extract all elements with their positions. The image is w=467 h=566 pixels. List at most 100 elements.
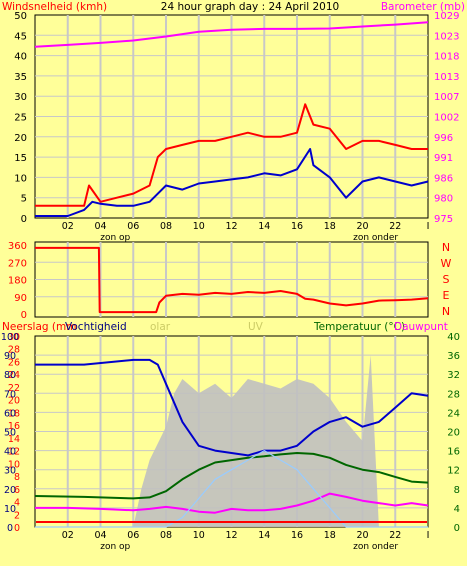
y-tick-label: 270 (8, 258, 27, 269)
compass-label: N (442, 241, 450, 254)
x-tick-label: 04 (94, 530, 106, 541)
x-tick-label: 18 (324, 221, 336, 232)
x-annotation: zon op (100, 542, 130, 552)
y-tick-label: 30 (14, 92, 27, 103)
x-tick-label: I (427, 221, 430, 232)
y-tick-label: 30 (8, 332, 20, 343)
series-header-label: Dauwpunt (394, 321, 448, 333)
x-tick-label: 10 (193, 221, 205, 232)
y-tick-label: 20 (4, 485, 16, 496)
y-tick-label: 0 (454, 523, 460, 534)
wind-y-ticks: 0 5 10 15 20 25 30 35 40 45 50 (14, 11, 27, 225)
x-tick-label: 04 (94, 221, 106, 232)
x-tick-label: 02 (62, 221, 74, 232)
y-tick-label: 26 (8, 357, 20, 368)
y-tick-label: 90 (14, 293, 27, 304)
y-tick-label: 22 (8, 383, 20, 394)
y-tick-label: 10 (4, 504, 16, 515)
y-tick-label: 0 (21, 310, 27, 321)
y-tick-label: 980 (434, 194, 453, 205)
series-line (35, 246, 429, 314)
y-tick-label: 0 (7, 523, 13, 534)
compass-label: E (443, 289, 450, 302)
y-tick-label: 2 (14, 510, 20, 521)
series-header-label: Vochtigheid (65, 321, 127, 333)
y-tick-label: 25 (14, 113, 27, 124)
y-tick-label: 40 (447, 332, 460, 343)
series-line (35, 148, 429, 217)
y-tick-label: 12 (8, 447, 20, 458)
compass-label: N (442, 305, 450, 318)
y-tick-label: 15 (14, 153, 27, 164)
y-tick-label: 996 (434, 133, 453, 144)
x-tick-label: 10 (193, 530, 205, 541)
y-tick-label: 28 (447, 389, 460, 400)
series-line (35, 103, 428, 207)
y-tick-label: 24 (8, 370, 20, 381)
chart-title: 24 hour graph day : 24 April 2010 (161, 1, 339, 13)
y-tick-label: 40 (14, 52, 27, 63)
x-tick-label: 18 (324, 530, 336, 541)
y-tick-label: 4 (14, 498, 20, 509)
series-header-label: Neerslag (mm (2, 321, 76, 333)
y-tick-label: 14 (8, 434, 20, 445)
compass-label: W (441, 257, 452, 270)
y-tick-label: 180 (8, 276, 27, 287)
x-tick-label: 08 (160, 221, 172, 232)
y-tick-label: 32 (447, 370, 460, 381)
y-tick-label: 360 (8, 241, 27, 252)
y-tick-label: 24 (447, 408, 460, 419)
y-tick-label: 986 (434, 173, 453, 184)
y-tick-label: 12 (447, 466, 460, 477)
y-tick-label: 8 (14, 472, 20, 483)
series-line (35, 492, 429, 514)
y-tick-label: 1007 (434, 92, 459, 103)
y-tick-label: 8 (454, 485, 460, 496)
direction-y-ticks: 0 90 180 270 360 (8, 241, 27, 321)
y-tick-label: 80 (4, 370, 16, 381)
y-tick-label: 0 (14, 523, 20, 534)
x-annotation: zon onder (353, 542, 398, 552)
series-line (34, 452, 429, 500)
y-tick-label: 20 (447, 428, 460, 439)
y-tick-label: 50 (4, 428, 16, 439)
x-tick-label: 06 (127, 221, 139, 232)
x-tick-label: 22 (389, 530, 401, 541)
x-annotation: zon onder (353, 233, 398, 243)
y-tick-label: 975 (434, 214, 453, 225)
x-tick-label: 16 (291, 530, 303, 541)
y-tick-label: 0 (21, 214, 27, 225)
y-tick-label: 4 (454, 504, 460, 515)
x-tick-label: 06 (127, 530, 139, 541)
direction-series (35, 246, 429, 314)
y-tick-label: 16 (447, 447, 460, 458)
barometer-y-ticks: 975 980 986 991 996 1002 1007 1013 1018 1023 1029 (434, 11, 459, 225)
wind-axis-title: Windsnelheid (kmh) (2, 1, 107, 13)
y-tick-label: 100 (1, 332, 19, 343)
series-line (34, 21, 429, 48)
y-tick-label: 1029 (434, 11, 459, 22)
x-tick-label: 20 (356, 530, 368, 541)
y-tick-label: 1018 (434, 52, 459, 63)
y-tick-label: 1002 (434, 113, 459, 124)
x-tick-label: 12 (225, 221, 237, 232)
y-tick-label: 20 (14, 133, 27, 144)
series-header-label: olar (150, 321, 171, 333)
y-tick-label: 45 (14, 31, 27, 42)
y-tick-label: 70 (4, 389, 16, 400)
compass-label: S (443, 273, 450, 286)
x-tick-label: 14 (258, 530, 270, 541)
series-header-label: UV (248, 321, 264, 333)
y-tick-label: 16 (8, 421, 20, 432)
temperatuur-y-ticks: 0 4 8 12 16 20 24 28 32 36 40 (447, 332, 460, 534)
series-header-label: Temperatuur (°C) (313, 321, 405, 333)
y-tick-label: 10 (14, 173, 27, 184)
series-line (35, 450, 428, 528)
